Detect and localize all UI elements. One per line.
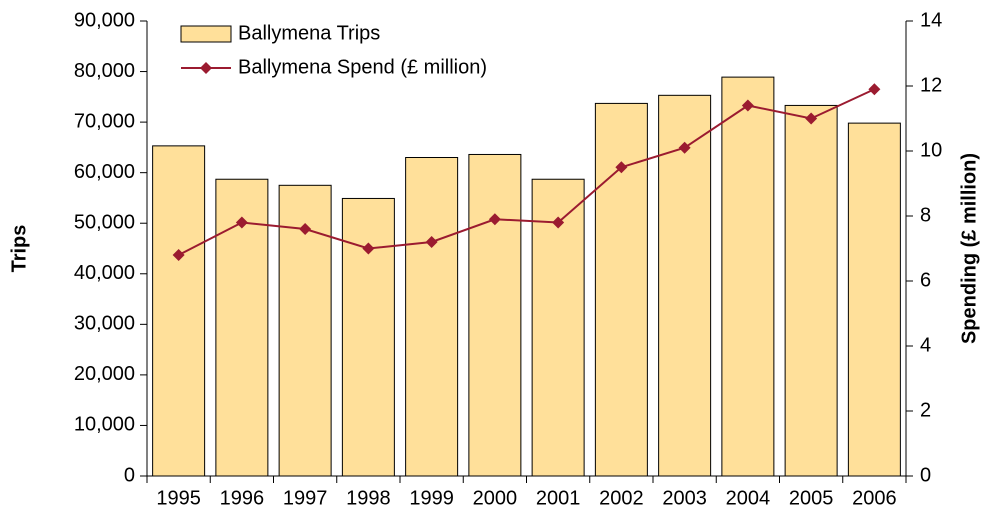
x-tick-label: 1996: [220, 487, 265, 509]
bar: [215, 178, 269, 477]
marker: [488, 213, 501, 226]
y-tick-label: 0: [124, 464, 135, 486]
marker: [678, 141, 691, 154]
y2-tick-label: 0: [920, 464, 931, 486]
bar: [594, 102, 648, 477]
bar: [847, 122, 901, 477]
y-tick-label: 20,000: [74, 363, 135, 385]
x-tick-label: 2004: [726, 487, 771, 509]
legend-label: Ballymena Spend (£ million): [238, 56, 487, 78]
legend-marker: [200, 62, 212, 74]
y-tick-label: 50,000: [74, 212, 135, 234]
y2-tick-label: 2: [920, 399, 931, 421]
y-tick-label: 60,000: [74, 161, 135, 183]
x-tick-label: 1995: [156, 487, 201, 509]
bar: [341, 197, 395, 477]
x-tick-label: 1998: [346, 487, 391, 509]
y-tick-label: 40,000: [74, 262, 135, 284]
y2-tick-label: 12: [920, 74, 942, 96]
x-tick-label: 1997: [283, 487, 328, 509]
y-axis-label: Trips: [8, 225, 30, 273]
marker: [172, 249, 185, 261]
marker: [362, 242, 375, 255]
marker: [615, 161, 628, 174]
bar: [531, 178, 585, 477]
bar: [152, 145, 206, 477]
marker: [741, 99, 754, 112]
x-tick-label: 2002: [599, 487, 644, 509]
y2-tick-label: 10: [920, 139, 942, 161]
bar: [468, 153, 522, 477]
bar: [405, 157, 459, 477]
y2-tick-label: 8: [920, 204, 931, 226]
y-tick-label: 30,000: [74, 313, 135, 335]
x-tick-label: 2000: [473, 487, 518, 509]
marker: [425, 236, 438, 248]
marker: [805, 112, 818, 125]
y2-tick-label: 4: [920, 334, 931, 356]
legend-swatch: [180, 25, 232, 43]
y2-axis-label: Spending (£ million): [958, 153, 980, 344]
x-tick-label: 2001: [536, 487, 581, 509]
bar: [721, 76, 775, 477]
bar: [784, 104, 838, 477]
line: [178, 88, 875, 256]
legend-label: Ballymena Trips: [238, 22, 380, 44]
x-tick-label: 2006: [852, 487, 897, 509]
marker: [299, 223, 312, 235]
x-tick-label: 2005: [789, 487, 834, 509]
y-tick-label: 10,000: [74, 414, 135, 436]
y-tick-label: 90,000: [74, 9, 135, 31]
marker: [235, 216, 248, 229]
bar: [658, 94, 712, 477]
y-tick-label: 70,000: [74, 110, 135, 132]
y2-tick-label: 14: [920, 9, 942, 31]
y2-tick-label: 6: [920, 269, 931, 291]
marker: [868, 83, 881, 96]
y-tick-label: 80,000: [74, 60, 135, 82]
x-tick-label: 2003: [662, 487, 707, 509]
x-tick-label: 1999: [409, 487, 454, 509]
marker: [552, 216, 565, 229]
